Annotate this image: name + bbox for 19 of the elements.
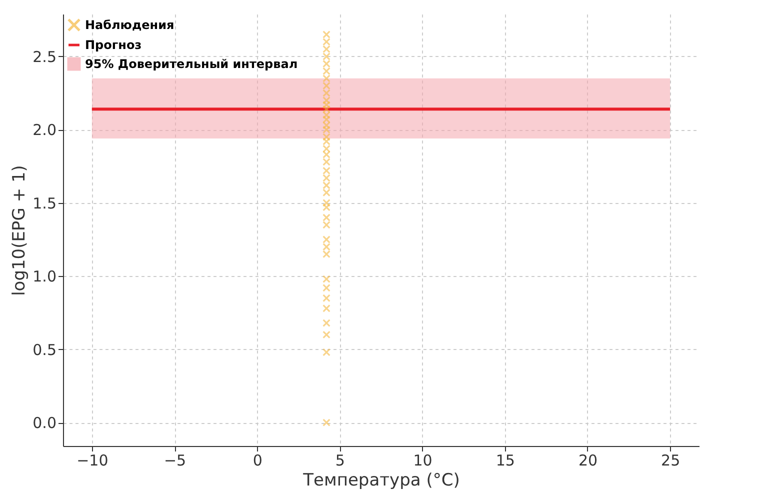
x-tick-label: 5 [335, 452, 345, 470]
y-tick-label: 1.0 [32, 268, 56, 286]
x-tick-label: 20 [578, 452, 598, 470]
x-axis-title: Температура (°C) [302, 470, 460, 490]
y-tick-label: 1.5 [32, 194, 56, 212]
y-tick-label: 2.5 [32, 48, 56, 66]
legend-label: Наблюдения [85, 18, 174, 32]
x-tick-label: −10 [76, 452, 108, 470]
x-tick-label: 10 [413, 452, 432, 470]
x-tick-label: 15 [496, 452, 515, 470]
legend-label: Прогноз [85, 38, 142, 52]
y-tick-label: 0.0 [32, 414, 56, 432]
legend-label: 95% Доверительный интервал [85, 57, 298, 71]
x-tick-label: 25 [661, 452, 680, 470]
y-tick-label: 0.5 [32, 340, 56, 359]
x-tick-label: 0 [252, 452, 262, 470]
x-tick-label: −5 [164, 452, 186, 470]
y-axis-title: log10(EPG + 1) [10, 165, 30, 296]
y-tick-label: 2.0 [32, 121, 56, 140]
